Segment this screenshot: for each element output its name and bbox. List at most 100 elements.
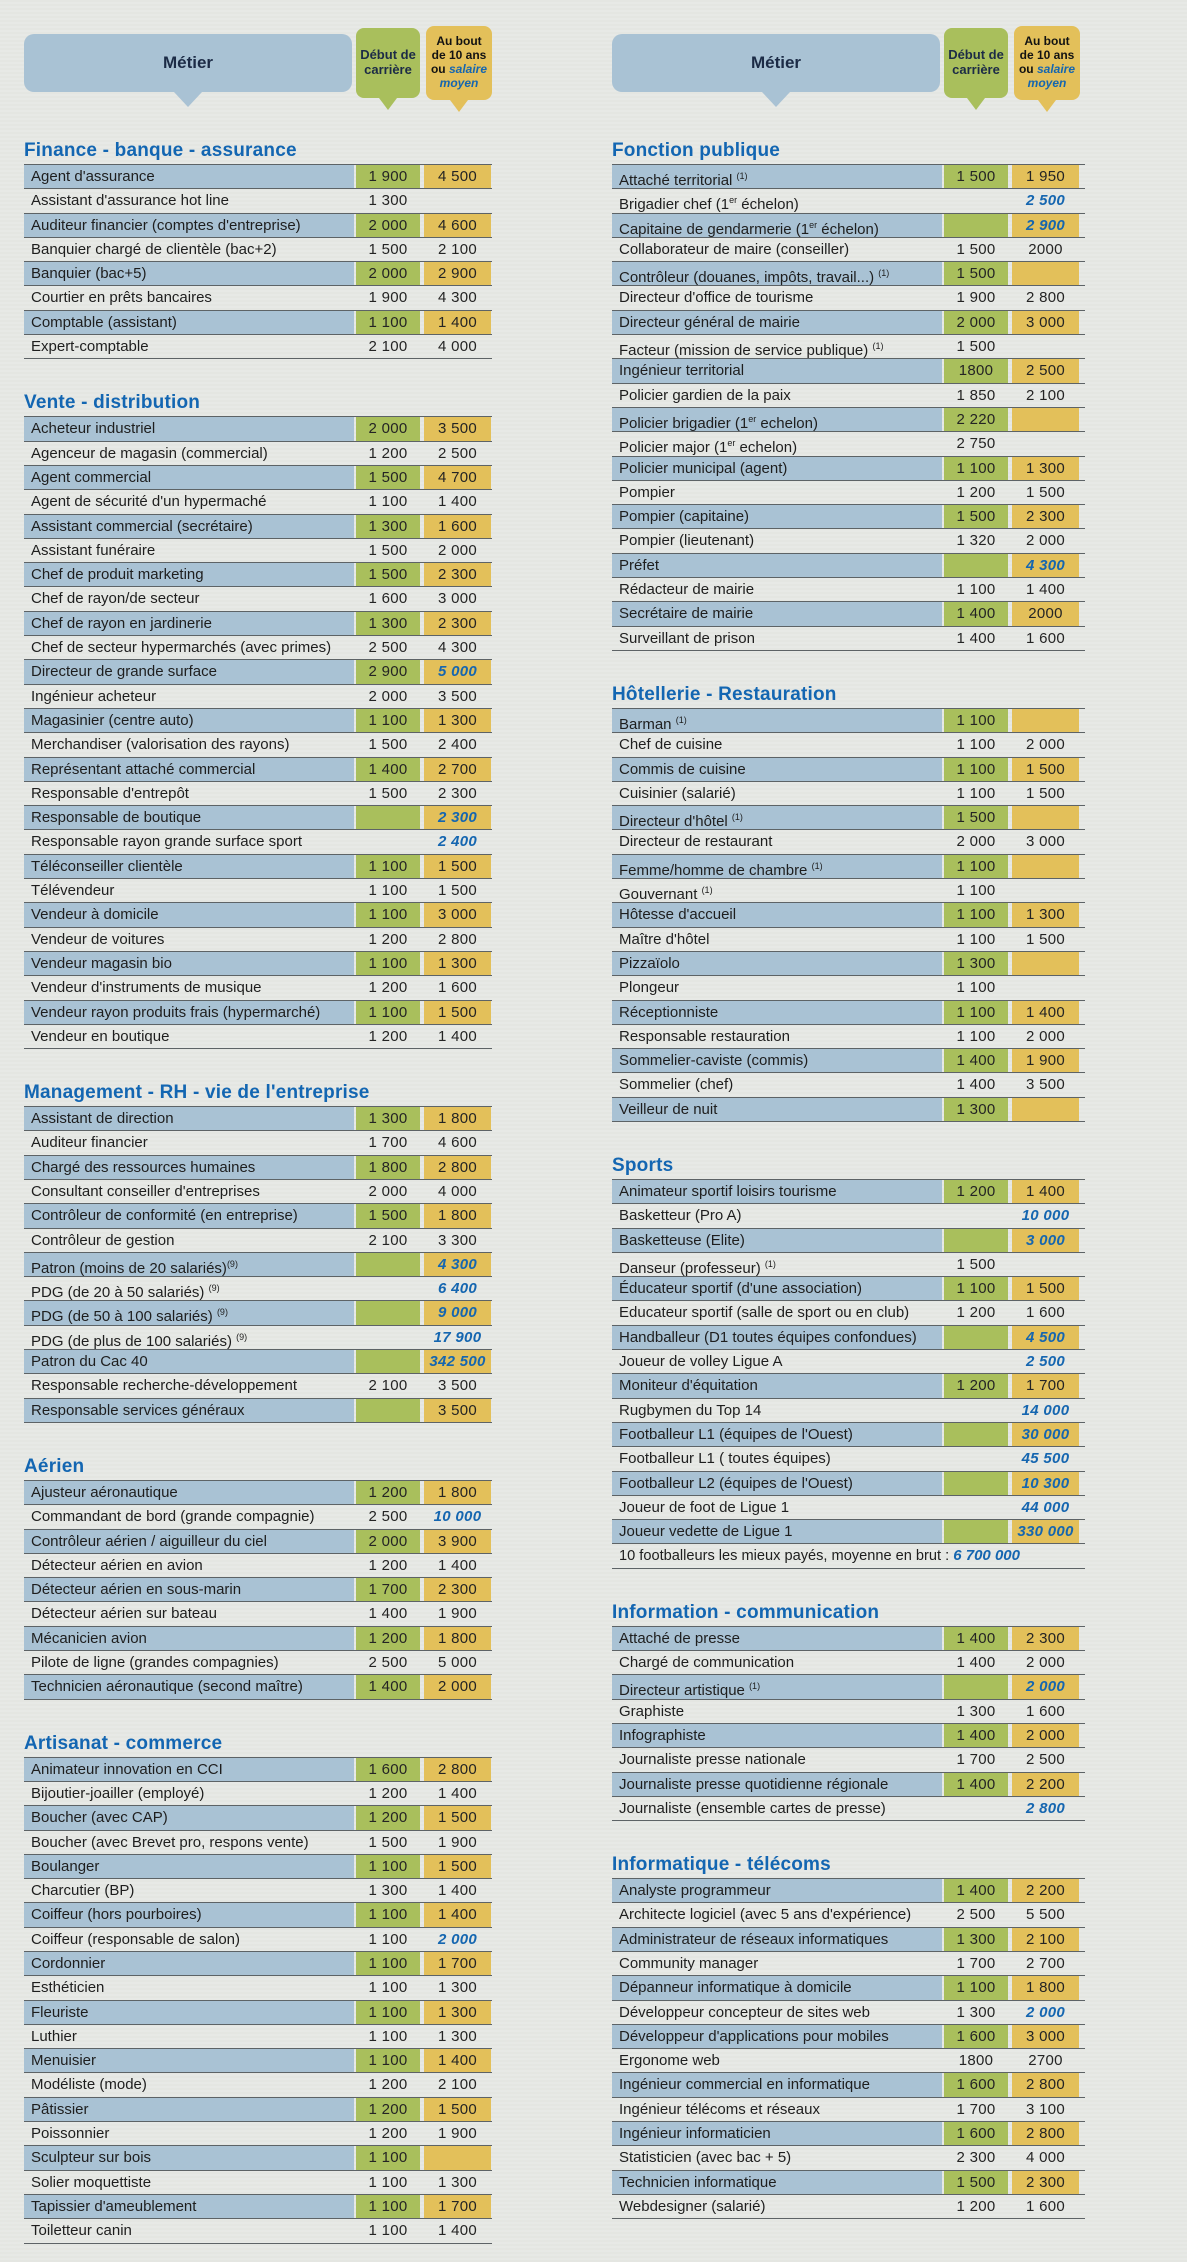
avg-salary: 1 500: [437, 882, 478, 900]
start-career-salary: 2 900: [356, 660, 420, 684]
start-career-salary: [356, 806, 420, 830]
job-name: Ingénieur informaticien: [612, 2122, 942, 2146]
superscript: er: [729, 195, 738, 206]
start-career-salary: 2 300: [956, 2149, 996, 2167]
section-title: Artisanat - commerce: [24, 1732, 223, 1754]
start-career-salary: 1 100: [356, 903, 420, 927]
job-name: Sculpteur sur bois: [24, 2146, 354, 2170]
salary-section: Information - communication Attaché de pr…: [612, 1602, 1085, 1822]
start-career-salary: 1 100: [368, 882, 408, 900]
avg-salary: 2 000: [1012, 1675, 1079, 1699]
table-row: Graphiste 1 300 1 600: [612, 1700, 1085, 1724]
table-row: Ingénieur territorial 1800 2 500: [612, 359, 1085, 384]
start-career-salary: 1 100: [356, 2194, 420, 2219]
avg-salary: 1 300: [1012, 903, 1079, 927]
avg-salary: 2 800: [1012, 2073, 1079, 2097]
start-career-salary: [944, 1447, 1008, 1470]
avg-salary: 1 300: [424, 2000, 491, 2024]
superscript: er: [809, 219, 818, 230]
job-name: Rugbymen du Top 14: [619, 1401, 762, 1419]
table-row: Réceptionniste 1 100 1 400: [612, 1000, 1085, 1025]
job-name: Pizzaïolo: [612, 951, 942, 976]
avg-salary: 1 500: [424, 2097, 491, 2122]
start-career-salary: 1 900: [956, 289, 996, 307]
avg-salary: 1 400: [1012, 1000, 1079, 1024]
start-career-salary: 1 500: [956, 240, 996, 258]
start-career-salary: [944, 213, 1008, 237]
avg-salary: 1 500: [424, 1806, 491, 1830]
job-name: Infographiste: [612, 1723, 942, 1748]
salary-section: Hôtellerie - Restauration Barman (1) 1 100…: [612, 684, 1085, 1122]
start-career-salary: 1 200: [356, 1626, 420, 1651]
start-career-salary: 1 600: [944, 2122, 1008, 2146]
start-career-salary: 1 300: [944, 1097, 1008, 1121]
job-name: Moniteur d'équitation: [612, 1374, 942, 1398]
avg-salary: [1012, 432, 1079, 455]
avg-salary: 1 400: [424, 2049, 491, 2073]
start-career-salary: 1 320: [956, 532, 996, 550]
table-row: Sommelier-caviste (commis) 1 400 1 900: [612, 1049, 1085, 1074]
job-name: Auditeur financier (comptes d'entreprise…: [24, 213, 354, 237]
start-career-salary: 1 100: [956, 882, 996, 900]
table-row: Ingénieur acheteur 2 000 3 500: [24, 685, 492, 709]
job-name: Pâtissier: [24, 2097, 354, 2122]
job-name: Merchandiser (valorisation des rayons): [31, 736, 290, 754]
table-row: Détecteur aérien en avion 1 200 1 400: [24, 1554, 492, 1579]
start-career-salary: 1 200: [368, 2076, 408, 2094]
start-career-salary: 1 100: [356, 310, 420, 335]
job-name: Comptable (assistant): [24, 310, 354, 335]
table-row: Commandant de bord (grande compagnie) 2 5…: [24, 1505, 492, 1530]
start-career-salary: 1 100: [356, 854, 420, 879]
avg-salary-header-blue: salaire moyen: [1027, 62, 1076, 90]
job-name: Magasinier (centre auto): [24, 708, 354, 733]
start-career-salary: 1 200: [356, 2097, 420, 2122]
table-row: Footballeur L1 ( toutes équipes) 45 500: [612, 1447, 1085, 1472]
avg-salary: 1 900: [1012, 1049, 1079, 1073]
job-name: Boucher (avec CAP): [24, 1806, 354, 1830]
avg-salary: 2 300: [1012, 2170, 1079, 2194]
start-career-salary: [944, 1496, 1008, 1519]
start-career-salary: 1 300: [356, 1107, 420, 1131]
start-career-salary: 1 700: [956, 1751, 996, 1769]
job-name: Hôtesse d'accueil: [612, 903, 942, 927]
avg-salary: 4 300: [424, 1252, 491, 1277]
table-row: PDG (de 50 à 100 salariés) (9) 9 000: [24, 1301, 492, 1326]
start-career-salary: 1 600: [944, 2024, 1008, 2049]
table-row: Préfet 4 300: [612, 553, 1085, 579]
start-career-salary: 1 500: [944, 505, 1008, 529]
job-name: Pompier: [619, 483, 675, 501]
start-career-salary: 1 600: [356, 1757, 420, 1781]
avg-salary: 2 300: [424, 563, 491, 587]
table-row: Femme/homme de chambre (1) 1 100: [612, 854, 1085, 880]
avg-salary: 1 400: [437, 493, 478, 511]
job-name: Webdesigner (salarié): [619, 2197, 766, 2215]
job-name: Éducateur sportif (d'une association): [612, 1277, 942, 1301]
table-row: Community manager 1 700 2 700: [612, 1952, 1085, 1977]
start-career-salary: 1 200: [944, 1374, 1008, 1398]
job-name: Pompier (lieutenant): [619, 532, 755, 550]
start-career-salary: 1 200: [956, 1304, 996, 1322]
start-career-salary: [944, 1350, 1008, 1373]
job-name: Esthéticien: [31, 1979, 105, 1997]
avg-salary: 45 500: [1021, 1450, 1070, 1468]
start-career-salary: [944, 189, 1008, 212]
start-career-salary: 1 400: [944, 1772, 1008, 1796]
job-name: Ingénieur commercial en informatique: [612, 2073, 942, 2097]
job-name: Technicien aéronautique (second maître): [24, 1675, 354, 1699]
avg-salary: 4 300: [437, 289, 478, 307]
start-career-salary: 1 500: [368, 541, 408, 559]
start-career-salary: [356, 1277, 420, 1300]
avg-salary: [1012, 708, 1079, 733]
table-row: Responsable restauration 1 100 2 000: [612, 1025, 1085, 1050]
avg-salary: 2 700: [1025, 1955, 1066, 1972]
table-row: Vendeur magasin bio 1 100 1 300: [24, 951, 492, 977]
avg-salary: 4 500: [424, 165, 491, 189]
section-rows: Ajusteur aéronautique 1 200 1 800 Commandan…: [24, 1479, 492, 1700]
avg-salary: 1 600: [1025, 1702, 1066, 1720]
job-name: Directeur d'hôtel (1): [612, 806, 942, 830]
start-career-salary: 1 100: [944, 854, 1008, 879]
start-career-salary: 1 500: [956, 1255, 996, 1273]
avg-salary: 2 800: [1025, 289, 1066, 307]
start-career-salary: 1 100: [368, 2222, 408, 2240]
job-name: Sommelier-caviste (commis): [612, 1049, 942, 1073]
